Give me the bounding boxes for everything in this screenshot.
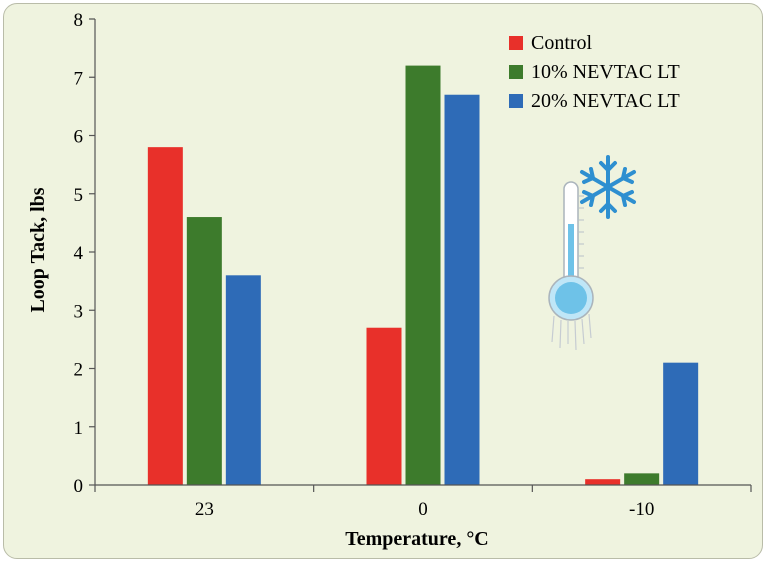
legend-label: 20% NEVTAC LT <box>531 90 680 112</box>
legend-label: 10% NEVTAC LT <box>531 61 680 83</box>
bar <box>585 479 621 485</box>
bar <box>366 327 402 485</box>
y-tick-label: 1 <box>74 418 84 439</box>
bar <box>405 65 441 485</box>
bar <box>147 147 183 485</box>
bar <box>186 217 222 486</box>
y-tick-label: 6 <box>74 127 84 148</box>
x-axis-title: Temperature, °C <box>345 528 489 550</box>
y-tick-label: 8 <box>74 10 84 31</box>
bar <box>225 275 261 485</box>
legend-swatch <box>509 36 523 50</box>
legend-label: Control <box>531 32 593 54</box>
x-tick-label: 0 <box>418 499 428 520</box>
x-tick-label: -10 <box>629 499 654 520</box>
y-tick-label: 3 <box>74 301 84 322</box>
y-tick-label: 2 <box>74 360 84 381</box>
y-tick-label: 0 <box>74 476 84 497</box>
bar <box>624 473 660 485</box>
bar <box>444 94 480 485</box>
y-tick-label: 7 <box>74 68 84 89</box>
legend-swatch <box>509 94 523 108</box>
y-tick-label: 4 <box>74 243 84 264</box>
x-tick-label: 23 <box>195 499 214 520</box>
x-ticks: 23 0 -10 <box>94 485 752 520</box>
thermometer-icon <box>548 181 594 351</box>
legend: Control 10% NEVTAC LT 20% NEVTAC LT <box>509 32 680 112</box>
snowflake-icon <box>580 155 636 219</box>
bar <box>663 362 699 485</box>
bars-layer <box>147 65 699 486</box>
legend-swatch <box>509 65 523 79</box>
y-tick-label: 5 <box>74 185 84 206</box>
y-ticks: 0 1 2 3 4 5 6 7 8 <box>74 10 95 497</box>
y-axis-title: Loop Tack, lbs <box>27 187 49 312</box>
